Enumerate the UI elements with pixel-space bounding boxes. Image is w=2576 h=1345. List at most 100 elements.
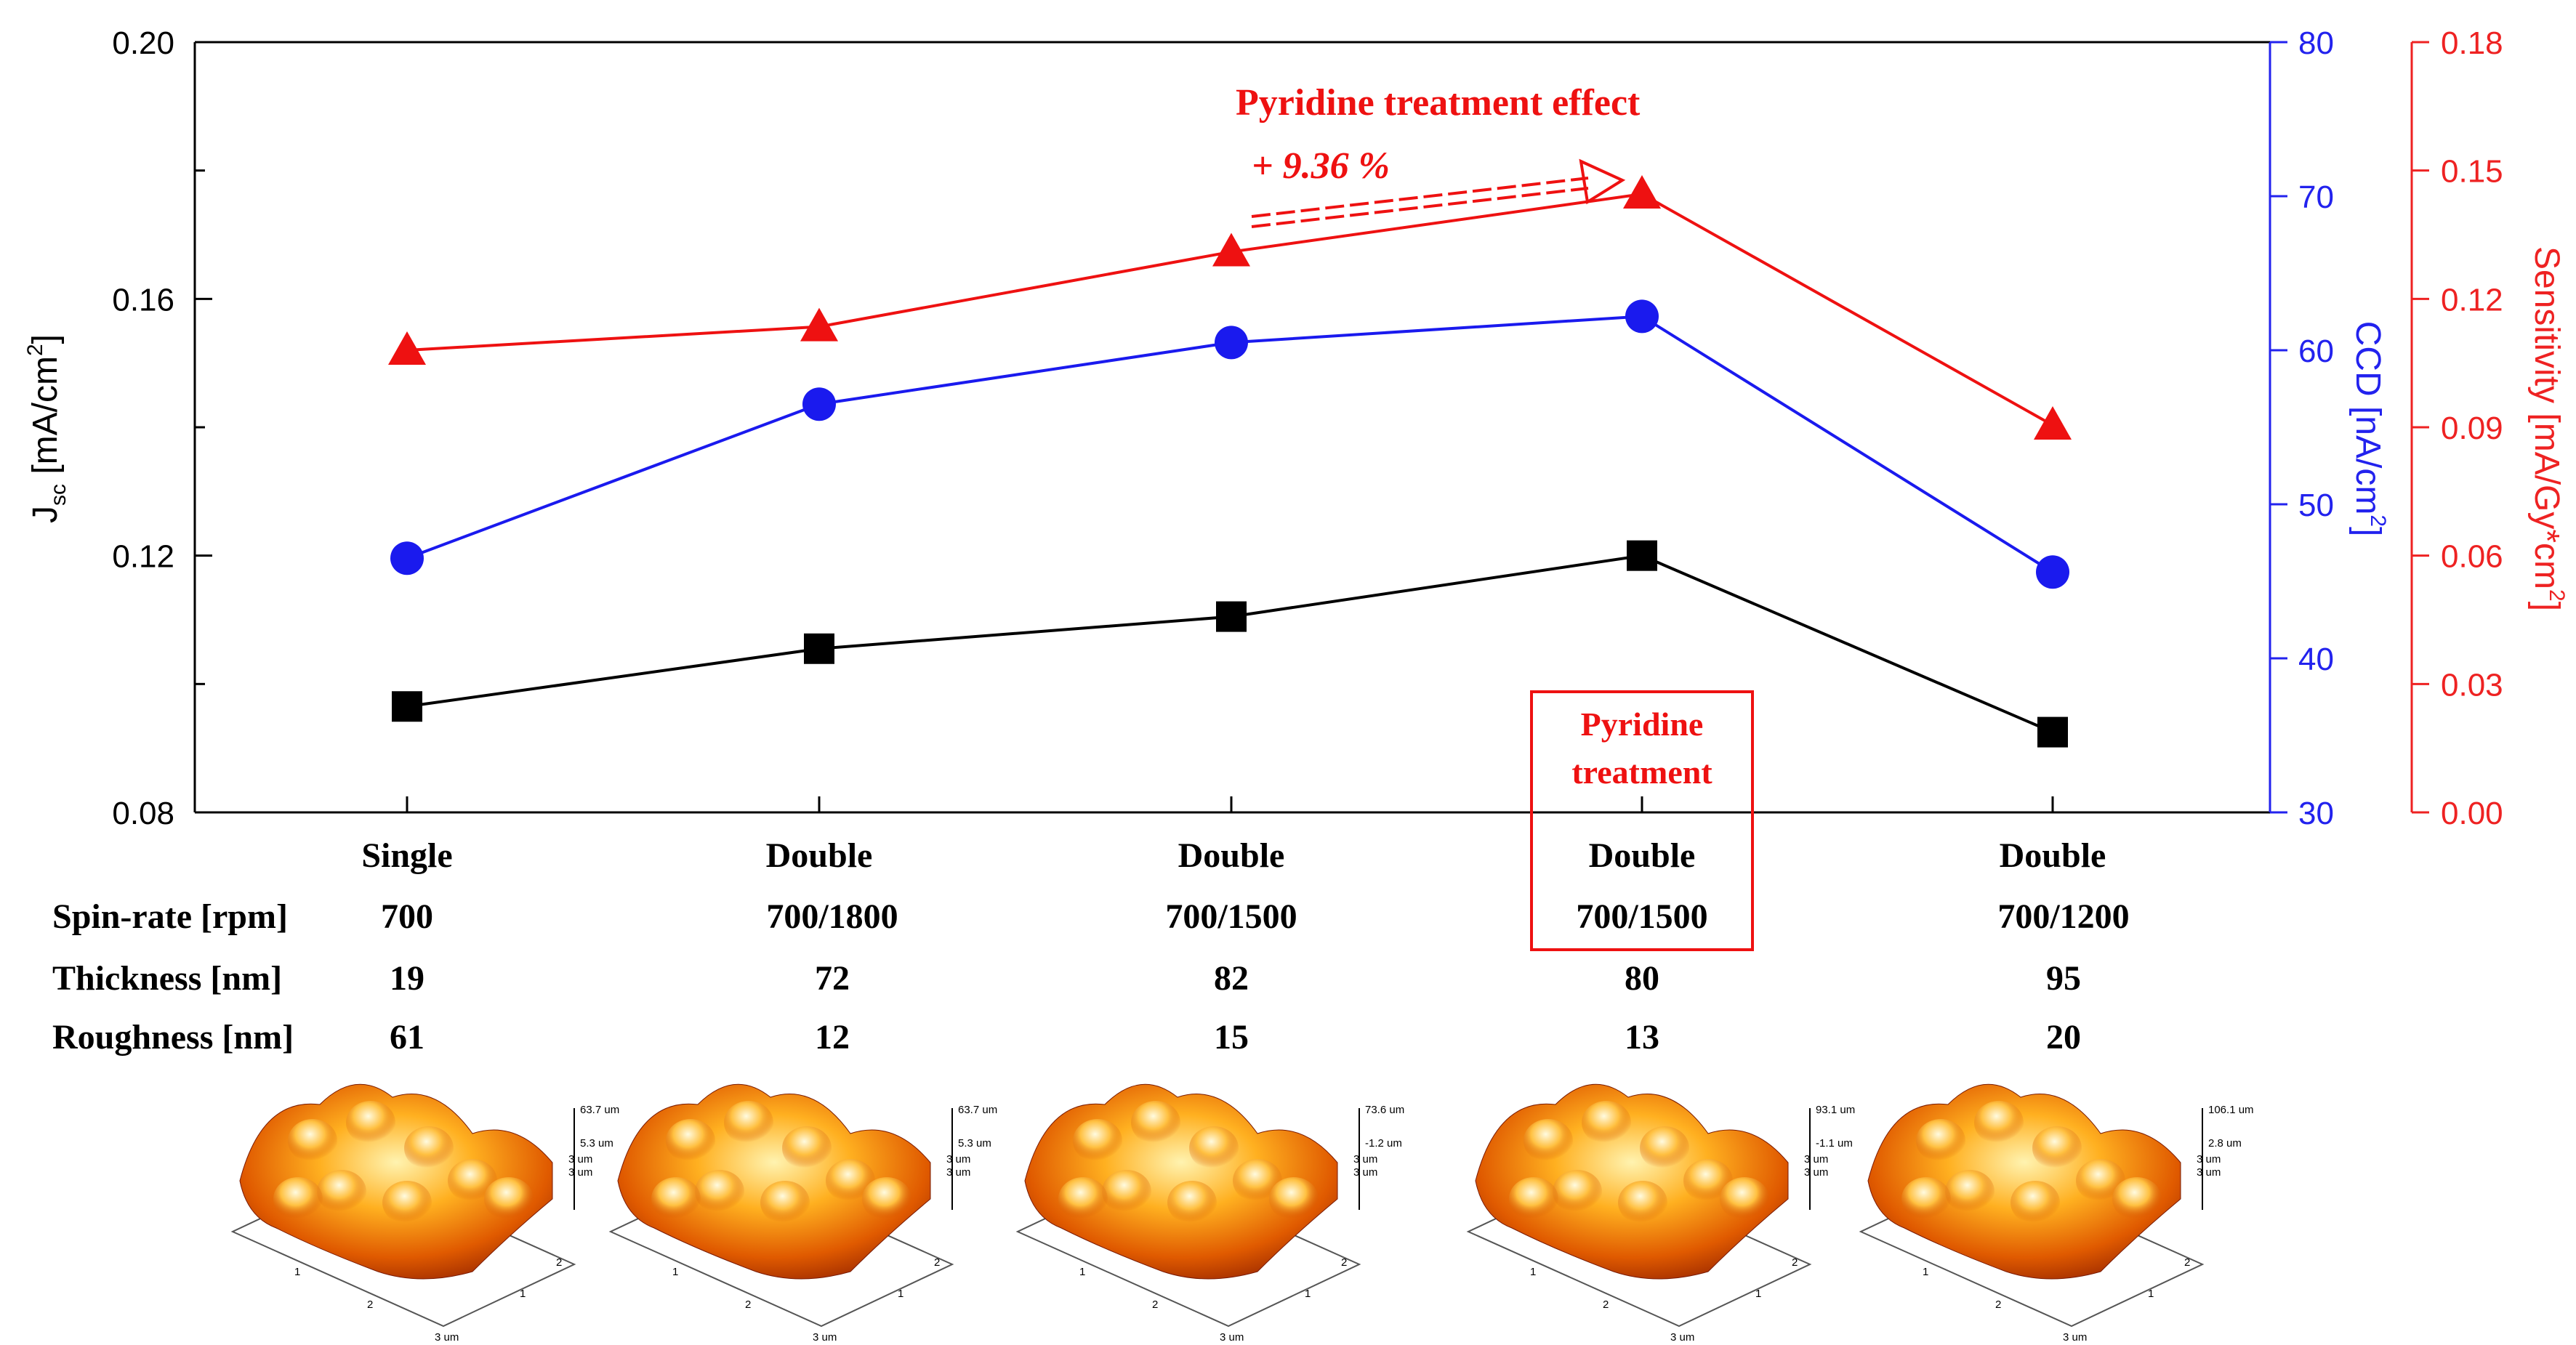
table-cell-roughness: 61 bbox=[390, 1018, 424, 1057]
afm-peak bbox=[1916, 1119, 1965, 1163]
afm-peak bbox=[1073, 1119, 1122, 1163]
afm-y-tick: 1 bbox=[898, 1288, 903, 1300]
afm-peak bbox=[695, 1170, 744, 1213]
data-point-jsc bbox=[2037, 716, 2068, 748]
table-cell-spin-rate: 700/1200 bbox=[1997, 897, 2129, 936]
table-cell-roughness: 20 bbox=[2046, 1018, 2081, 1057]
data-point-sensitivity bbox=[1623, 175, 1661, 209]
category-label: Double bbox=[2000, 836, 2106, 875]
sensitivity-tick-label: 0.12 bbox=[2441, 282, 2503, 318]
pyridine-effect-annotation: Pyridine treatment effect + 9.36 % bbox=[1236, 82, 1641, 228]
afm-peak bbox=[1509, 1177, 1558, 1221]
afm-x-tick: 3 um bbox=[1220, 1331, 1244, 1344]
data-point-sensitivity bbox=[1212, 233, 1250, 267]
data-point-sensitivity bbox=[388, 331, 426, 365]
data-point-ccd bbox=[1215, 326, 1248, 360]
afm-peak bbox=[1189, 1126, 1239, 1170]
parameter-table: Spin-rate [rpm] Thickness [nm] Roughness… bbox=[52, 897, 2130, 1057]
ccd-tick-label: 60 bbox=[2298, 334, 2334, 369]
table-cell-thickness: 80 bbox=[1625, 959, 1659, 998]
afm-peak bbox=[1553, 1170, 1602, 1213]
afm-y-tick: 2 bbox=[2184, 1256, 2190, 1269]
afm-peak bbox=[382, 1181, 432, 1224]
afm-peak bbox=[1640, 1126, 1689, 1170]
afm-y-tick: 1 bbox=[1755, 1288, 1761, 1300]
table-cell-thickness: 82 bbox=[1214, 959, 1249, 998]
sensitivity-tick-label: 0.00 bbox=[2441, 796, 2503, 831]
x-axis-ticks bbox=[406, 796, 2054, 812]
series-line-sensitivity bbox=[406, 192, 2053, 427]
afm-peak bbox=[484, 1177, 534, 1221]
afm-z-max-label: 106.1 um bbox=[2208, 1104, 2254, 1116]
afm-y-tick: 2 bbox=[556, 1256, 562, 1269]
category-label: Double bbox=[1178, 836, 1285, 875]
afm-corner-label: 3 um bbox=[946, 1166, 970, 1179]
highlight-box bbox=[1530, 690, 1754, 951]
afm-peak bbox=[1269, 1177, 1319, 1221]
data-point-jsc bbox=[804, 633, 834, 664]
table-cell-roughness: 13 bbox=[1625, 1018, 1659, 1057]
afm-corner-label: 3 um bbox=[946, 1153, 970, 1166]
afm-peak bbox=[317, 1170, 366, 1213]
highlight-label-line2: treatment bbox=[1571, 754, 1712, 791]
ccd-tick-label: 50 bbox=[2298, 488, 2334, 523]
afm-z-mid-label: -1.1 um bbox=[1816, 1137, 1853, 1150]
left-tick-label: 0.12 bbox=[112, 539, 174, 575]
highlight-label-line1: Pyridine bbox=[1581, 706, 1704, 743]
afm-x-tick: 3 um bbox=[435, 1331, 459, 1344]
table-cell-spin-rate: 700/1500 bbox=[1576, 897, 1707, 936]
afm-x-tick: 1 bbox=[672, 1266, 678, 1278]
afm-peak bbox=[1167, 1181, 1217, 1224]
sensitivity-tick-label: 0.06 bbox=[2441, 539, 2503, 575]
afm-peak bbox=[782, 1126, 832, 1170]
afm-peak bbox=[1618, 1181, 1667, 1224]
data-point-sensitivity bbox=[800, 307, 838, 342]
afm-peak bbox=[2011, 1181, 2060, 1224]
afm-z-mid-label: 5.3 um bbox=[958, 1137, 991, 1150]
table-cell-thickness: 72 bbox=[815, 959, 850, 998]
afm-y-tick: 1 bbox=[1305, 1288, 1311, 1300]
annotation-title: Pyridine treatment effect bbox=[1236, 82, 1641, 124]
afm-x-tick: 2 bbox=[745, 1298, 751, 1311]
table-cell-spin-rate: 700/1500 bbox=[1165, 897, 1297, 936]
sensitivity-tick-label: 0.09 bbox=[2441, 411, 2503, 446]
afm-peak bbox=[1102, 1170, 1151, 1213]
afm-corner-label: 3 um bbox=[1804, 1166, 1828, 1179]
afm-corner-label: 3 um bbox=[2197, 1153, 2221, 1166]
annotation-value: + 9.36 % bbox=[1252, 145, 1390, 187]
afm-peak bbox=[288, 1119, 337, 1163]
pyridine-treatment-highlight: Pyridine treatment bbox=[1530, 690, 1754, 951]
afm-z-max-label: 63.7 um bbox=[580, 1104, 619, 1116]
afm-z-max-label: 93.1 um bbox=[1816, 1104, 1855, 1116]
table-cell-roughness: 15 bbox=[1214, 1018, 1249, 1057]
afm-corner-label: 3 um bbox=[1353, 1166, 1377, 1179]
afm-z-max-label: 73.6 um bbox=[1365, 1104, 1404, 1116]
afm-corner-label: 3 um bbox=[1804, 1153, 1828, 1166]
afm-x-tick: 2 bbox=[1603, 1298, 1609, 1311]
category-labels: Single Double Double Double Double bbox=[361, 836, 2106, 875]
afm-x-tick: 1 bbox=[1530, 1266, 1536, 1278]
afm-z-mid-label: 2.8 um bbox=[2208, 1137, 2242, 1150]
afm-x-tick: 1 bbox=[294, 1266, 300, 1278]
afm-z-mid-label: 5.3 um bbox=[580, 1137, 613, 1150]
afm-peak bbox=[1582, 1101, 1631, 1144]
sensitivity-tick-label: 0.03 bbox=[2441, 667, 2503, 703]
data-point-ccd bbox=[390, 541, 424, 575]
series-line-jsc bbox=[406, 554, 2053, 734]
y-axis-ccd-label: CCD [nA/cm2] bbox=[2348, 321, 2390, 537]
row-label-spin-rate: Spin-rate [rpm] bbox=[52, 897, 288, 936]
annotation-arrow-line bbox=[1251, 177, 1589, 218]
afm-y-tick: 1 bbox=[520, 1288, 526, 1300]
category-label: Double bbox=[766, 836, 873, 875]
afm-corner-label: 3 um bbox=[1353, 1153, 1377, 1166]
data-point-jsc bbox=[1216, 601, 1247, 632]
left-tick-label: 0.16 bbox=[112, 282, 174, 318]
category-label: Double bbox=[1589, 836, 1696, 875]
data-point-jsc bbox=[1627, 540, 1657, 571]
afm-x-tick: 1 bbox=[1079, 1266, 1085, 1278]
series-layer bbox=[388, 175, 2072, 748]
annotation-arrow-line bbox=[1251, 187, 1589, 228]
annotation-arrowhead bbox=[1579, 158, 1626, 205]
